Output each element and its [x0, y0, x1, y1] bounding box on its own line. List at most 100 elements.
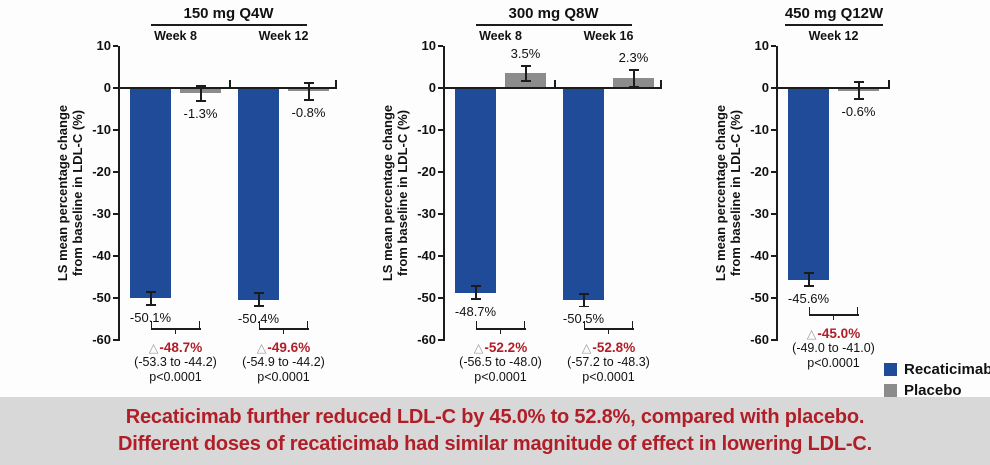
title-underline [150, 24, 307, 26]
y-tick [771, 171, 776, 173]
legend-label-recaticimab: Recaticimab [904, 361, 990, 378]
y-tick-label: -10 [92, 122, 111, 137]
error-bar-recaticimab [807, 273, 810, 286]
y-tick [771, 87, 776, 89]
bracket-mid-tick [282, 328, 285, 334]
diff-value-text: -52.2% [484, 340, 528, 355]
banner-line-2: Different doses of recaticimab had simil… [118, 433, 872, 455]
zero-line [778, 87, 890, 89]
y-tick-label: -60 [750, 332, 769, 347]
error-bar-cap [145, 303, 156, 306]
error-bar-cap [303, 98, 314, 101]
y-tick [771, 297, 776, 299]
y-tick [438, 213, 443, 215]
y-tick [438, 171, 443, 173]
y-axis-line [443, 46, 445, 341]
y-tick [113, 45, 118, 47]
y-tick-label: -40 [417, 248, 436, 263]
legend: Recaticimab Placebo [884, 361, 990, 403]
y-tick-label: 10 [96, 38, 111, 53]
y-tick-label: -20 [750, 164, 769, 179]
y-tick-label: 0 [428, 80, 436, 95]
y-tick [438, 255, 443, 257]
y-tick-label: -60 [417, 332, 436, 347]
y-tick-label: -20 [417, 164, 436, 179]
y-tick [771, 255, 776, 257]
legend-item-recaticimab: Recaticimab [884, 361, 990, 378]
y-tick-label: -20 [92, 164, 111, 179]
title-underline [475, 24, 632, 26]
y-tick-label: -30 [750, 206, 769, 221]
y-tick [113, 339, 118, 341]
bar-value-label: -0.8% [291, 104, 326, 120]
bracket-mid-tick [499, 328, 502, 334]
y-tick [113, 87, 118, 89]
triangle-icon: △ [806, 327, 817, 341]
y-tick [771, 45, 776, 47]
y-axis-title-line: LS mean percentage change [713, 104, 728, 282]
error-bar-recaticimab [257, 293, 260, 306]
y-tick-label: 10 [754, 38, 769, 53]
diff-ci: (-54.9 to -44.2) [242, 355, 325, 369]
error-bar-placebo [307, 82, 310, 100]
bar-recaticimab [788, 89, 829, 280]
y-axis-line [776, 46, 778, 341]
axis-end-tick [335, 80, 337, 88]
bracket-end [475, 321, 478, 328]
error-bar-cap [470, 298, 481, 300]
y-tick [113, 129, 118, 131]
zero-line [120, 87, 337, 89]
diff-value: △-48.7% [149, 340, 202, 355]
bar-recaticimab [455, 89, 496, 293]
error-bar-cap [803, 285, 814, 287]
diff-value: △-45.0% [807, 326, 860, 341]
error-bar-cap [253, 305, 264, 307]
bracket-end [856, 307, 859, 314]
diff-p: p<0.0001 [582, 370, 635, 384]
error-bar-cap [628, 85, 639, 88]
error-bar-recaticimab [474, 286, 477, 299]
bar-value-label: 3.5% [510, 45, 541, 61]
y-tick [113, 255, 118, 257]
bracket-mid-tick [832, 314, 835, 320]
y-tick-label: -40 [92, 248, 111, 263]
error-bar-placebo [632, 69, 635, 87]
panel-title: 300 mg Q8W [508, 5, 599, 22]
y-tick-label: -50 [417, 290, 436, 305]
bracket-end [631, 321, 634, 328]
error-bar-cap [578, 305, 589, 308]
error-bar-cap [195, 84, 206, 87]
bracket-end [150, 321, 153, 328]
diff-p: p<0.0001 [807, 356, 860, 370]
legend-item-placebo: Placebo [884, 382, 990, 399]
group-separator-tick [229, 80, 231, 88]
error-bar-cap [853, 81, 864, 83]
y-tick-label: -10 [750, 122, 769, 137]
bar-value-label: -50.4% [237, 310, 280, 326]
diff-ci: (-56.5 to -48.0) [459, 355, 542, 369]
bar-recaticimab [130, 89, 171, 299]
error-bar-placebo [857, 82, 860, 99]
diff-ci: (-49.0 to -41.0) [792, 341, 875, 355]
y-axis-title: LS mean percentage change from baseline i… [380, 105, 410, 281]
error-bar-cap [303, 81, 314, 84]
error-bar-cap [520, 64, 531, 67]
diff-value-text: -45.0% [817, 326, 861, 341]
week-label: Week 8 [479, 29, 522, 43]
diff-p: p<0.0001 [149, 370, 202, 384]
triangle-icon: △ [581, 341, 592, 355]
y-axis-title: LS mean percentage change from baseline i… [55, 105, 85, 281]
error-bar-cap [578, 292, 589, 295]
y-tick [438, 129, 443, 131]
bracket-end [306, 321, 309, 328]
y-tick-label: -60 [92, 332, 111, 347]
y-tick [113, 213, 118, 215]
error-bar-cap [803, 272, 814, 275]
diff-p: p<0.0001 [474, 370, 527, 384]
panel-title: 450 mg Q12W [784, 5, 884, 22]
title-underline [785, 24, 883, 26]
axis-end-tick [660, 80, 662, 88]
diff-value-text: -48.7% [159, 340, 203, 355]
bracket-end [258, 321, 261, 328]
